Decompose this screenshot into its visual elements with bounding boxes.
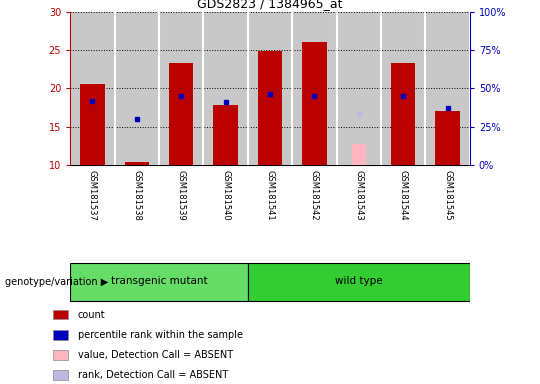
Text: GSM181537: GSM181537 [88, 170, 97, 221]
Bar [435, 111, 460, 165]
Bar [53, 370, 68, 380]
Bar [302, 42, 327, 165]
Bar [352, 144, 366, 165]
Bar [80, 84, 105, 165]
Text: value, Detection Call = ABSENT: value, Detection Call = ABSENT [78, 350, 233, 360]
Text: GSM181542: GSM181542 [310, 170, 319, 220]
Title: GDS2823 / 1384965_at: GDS2823 / 1384965_at [197, 0, 343, 10]
Bar [53, 350, 68, 360]
Text: GSM181544: GSM181544 [399, 170, 408, 220]
Bar [258, 51, 282, 165]
Text: genotype/variation ▶: genotype/variation ▶ [5, 277, 109, 287]
Bar [169, 63, 193, 165]
Text: GSM181538: GSM181538 [132, 170, 141, 221]
Bar [70, 263, 248, 301]
Text: rank, Detection Call = ABSENT: rank, Detection Call = ABSENT [78, 370, 228, 380]
Text: GSM181541: GSM181541 [266, 170, 274, 220]
Text: count: count [78, 310, 106, 319]
Text: GSM181545: GSM181545 [443, 170, 452, 220]
Text: wild type: wild type [335, 276, 383, 286]
Text: percentile rank within the sample: percentile rank within the sample [78, 330, 243, 340]
Text: GSM181543: GSM181543 [354, 170, 363, 221]
Bar [53, 310, 68, 319]
Bar [53, 330, 68, 339]
Text: GSM181539: GSM181539 [177, 170, 186, 221]
Bar [125, 162, 149, 165]
Bar [213, 105, 238, 165]
Text: GSM181540: GSM181540 [221, 170, 230, 220]
Text: transgenic mutant: transgenic mutant [111, 276, 207, 286]
Bar [248, 263, 470, 301]
Bar [391, 63, 415, 165]
